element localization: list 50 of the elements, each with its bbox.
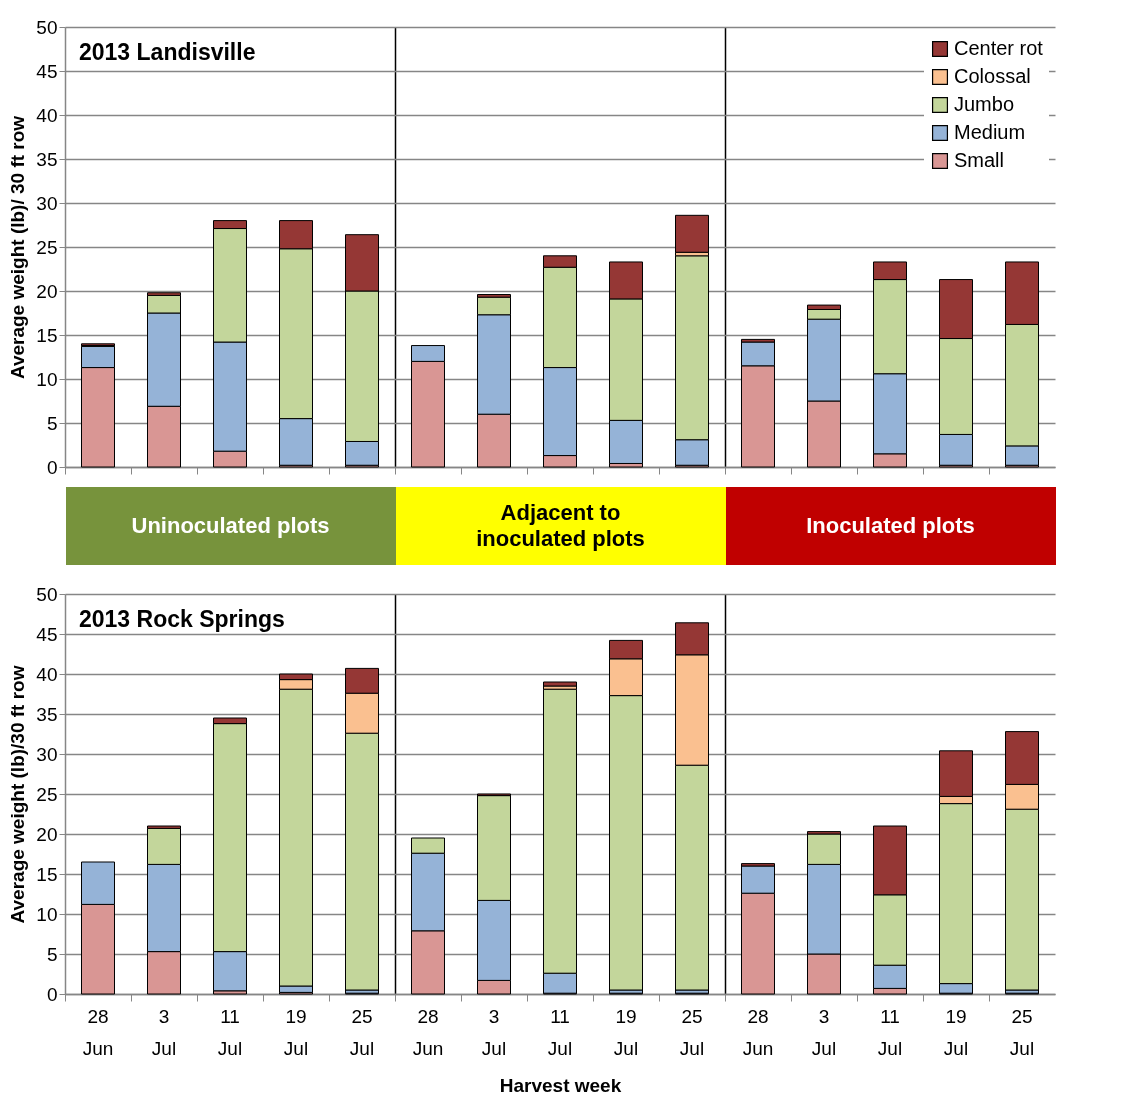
x-tick-label: 19 Jul [943, 1005, 969, 1059]
legend-label: Small [954, 149, 1005, 171]
panel-header: Adjacent to inoculated plots [395, 487, 726, 565]
y-tick-label: 35 [36, 703, 58, 725]
y-tick-label: 35 [36, 148, 58, 170]
x-tick-label: 3 Jul [811, 1005, 837, 1059]
x-tick-label: 11 Jul [217, 1005, 243, 1059]
y-tick-label: 25 [36, 783, 58, 805]
x-tick-label: 28 Jun [742, 1005, 774, 1059]
y-tick-label: 20 [36, 823, 58, 845]
x-tick-label: 3 Jul [151, 1005, 177, 1059]
y-tick-label: 10 [36, 903, 58, 925]
y-tick-label: 15 [36, 863, 58, 885]
x-tick-label: 3 Jul [481, 1005, 507, 1059]
legend-label: Colossal [954, 65, 1031, 87]
y-tick-label: 30 [36, 743, 58, 765]
y-tick-label: 0 [46, 983, 58, 1005]
x-tick-label: 19 Jul [613, 1005, 639, 1059]
y-tick-label: 40 [36, 104, 58, 126]
y-tick-label: 40 [36, 663, 58, 685]
x-tick-label: 25 Jul [349, 1005, 375, 1059]
y-axis-title: Average weight (lb)/30 ft row [7, 665, 29, 924]
legend-label: Jumbo [954, 93, 1015, 115]
panel-header: Uninoculated plots [65, 487, 396, 565]
text: 2013 Landisville [79, 39, 256, 65]
x-tick-label: 25 Jul [1009, 1005, 1035, 1059]
y-tick-label: 50 [36, 16, 58, 38]
text: 2013 Rock Springs [79, 606, 285, 632]
legend-label: Center rot [954, 37, 1044, 59]
x-tick-label: 11 Jul [877, 1005, 903, 1059]
y-tick-label: 50 [36, 583, 58, 605]
x-tick-label: 19 Jul [283, 1005, 309, 1059]
x-axis-title: Harvest week [499, 1074, 622, 1096]
y-tick-label: 45 [36, 60, 58, 82]
y-axis-title: Average weight (lb)/ 30 ft row [7, 115, 29, 380]
y-tick-label: 45 [36, 623, 58, 645]
panel-header: Inoculated plots [725, 487, 1056, 565]
x-tick-label: 11 Jul [547, 1005, 573, 1059]
y-tick-label: 5 [46, 943, 58, 965]
x-tick-label: 28 Jun [82, 1005, 114, 1059]
x-tick-label: 25 Jul [679, 1005, 705, 1059]
y-tick-label: 0 [46, 456, 58, 478]
y-tick-label: 25 [36, 236, 58, 258]
y-tick-label: 30 [36, 192, 58, 214]
y-tick-label: 20 [36, 280, 58, 302]
y-tick-label: 5 [46, 412, 58, 434]
x-tick-label: 28 Jun [412, 1005, 444, 1059]
legend-label: Medium [954, 121, 1026, 143]
y-tick-label: 15 [36, 324, 58, 346]
y-tick-label: 10 [36, 368, 58, 390]
